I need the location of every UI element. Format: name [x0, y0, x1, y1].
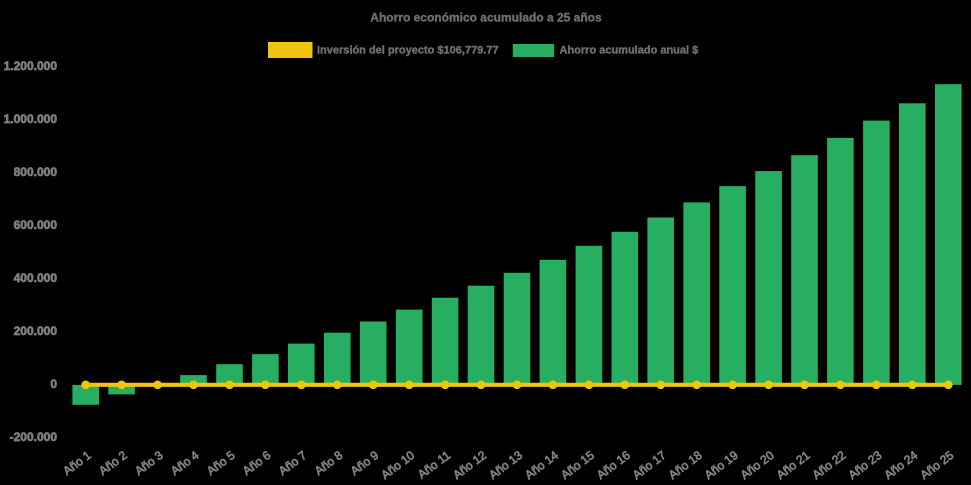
- svg-text:-200.000: -200.000: [10, 430, 58, 444]
- svg-text:Ahorro económico acumulado a 2: Ahorro económico acumulado a 25 años: [370, 10, 602, 24]
- svg-text:1.000.000: 1.000.000: [4, 112, 58, 126]
- svg-text:Ahorro acumulado anual $: Ahorro acumulado anual $: [560, 44, 699, 56]
- svg-text:800.000: 800.000: [14, 165, 58, 179]
- svg-text:400.000: 400.000: [14, 271, 58, 285]
- svg-text:0: 0: [50, 377, 57, 391]
- svg-text:600.000: 600.000: [14, 218, 58, 232]
- svg-text:1.200.000: 1.200.000: [4, 59, 58, 73]
- svg-text:Inversión del proyecto $106,77: Inversión del proyecto $106,779.77: [317, 44, 499, 56]
- svg-text:200.000: 200.000: [14, 324, 58, 338]
